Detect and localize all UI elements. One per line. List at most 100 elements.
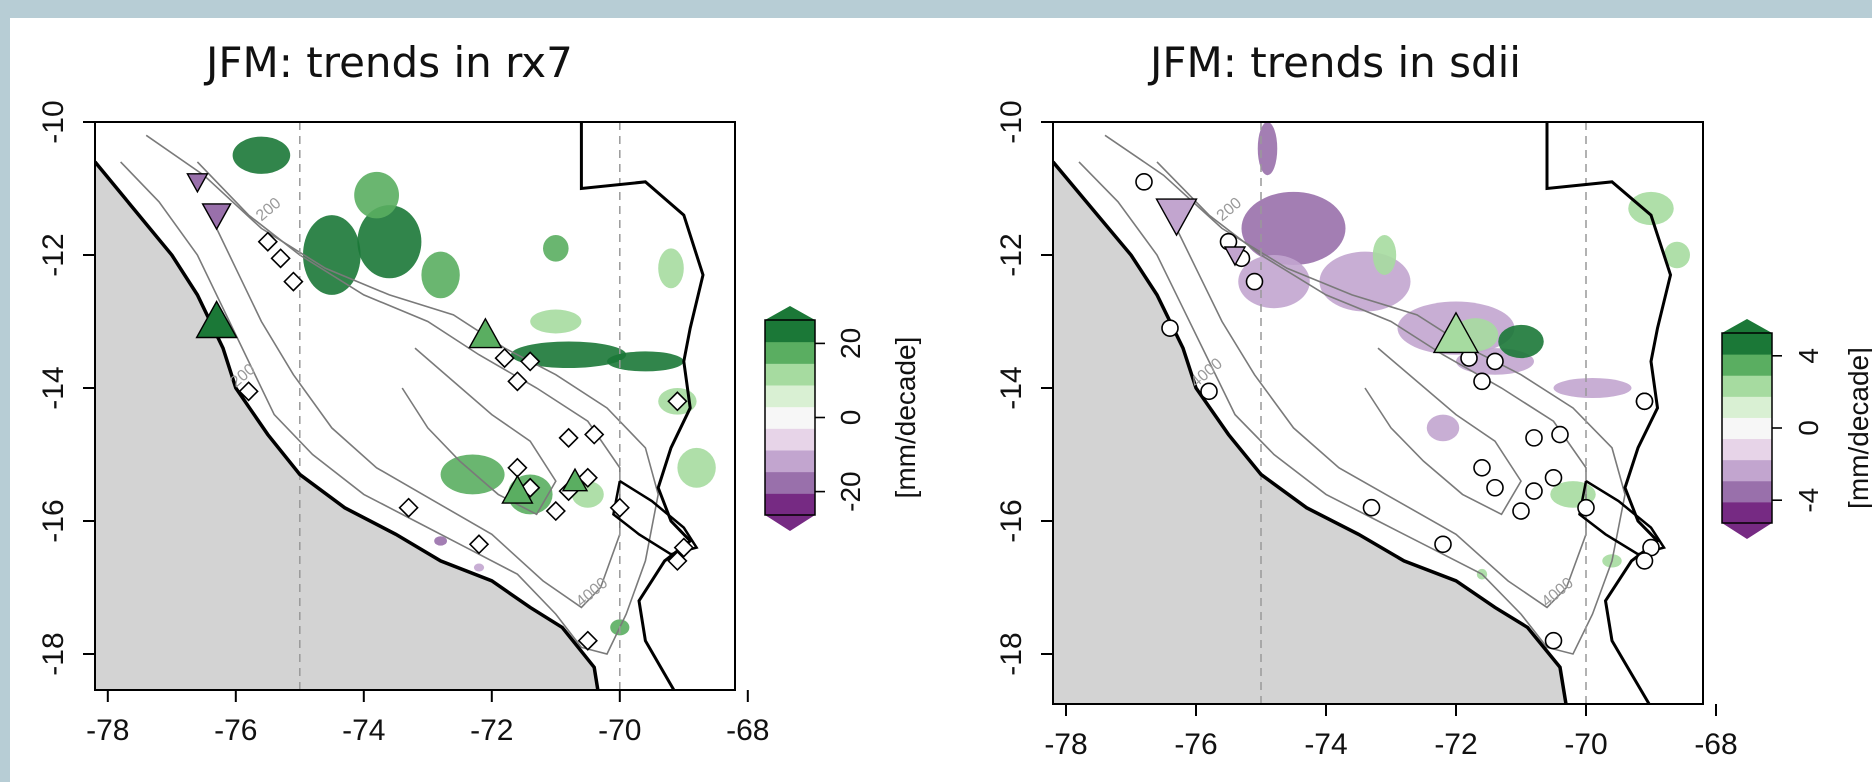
- elevation-contour: [1156, 161, 1587, 609]
- contour-label: 200: [253, 195, 284, 225]
- y-tick-label: -12: [995, 233, 1028, 276]
- colorbar: 20 0 -20 [mm/decade]: [764, 306, 921, 531]
- colorbar-unit-label: [mm/decade]: [1843, 347, 1872, 509]
- station-marker: [667, 391, 688, 412]
- colorbar-tick-label: 4: [1793, 348, 1824, 364]
- colorbar-segment: [1722, 375, 1772, 397]
- y-tick-label: -14: [995, 366, 1028, 409]
- significant-trend-marker: [195, 300, 238, 339]
- station-marker: [673, 537, 694, 558]
- colorbar-segment: [1722, 480, 1772, 503]
- x-tick-label: -68: [726, 714, 769, 747]
- coastline: [95, 160, 600, 690]
- trend-patch: [677, 447, 716, 488]
- station-marker: [1544, 631, 1563, 650]
- y-tick-label: -18: [37, 632, 70, 675]
- station-marker: [283, 271, 304, 292]
- station-marker: [238, 381, 259, 402]
- station-marker: [507, 457, 528, 478]
- y-tick-label: -10: [995, 100, 1028, 143]
- colorbar-segment: [765, 471, 815, 494]
- y-tick-label: -16: [995, 499, 1028, 542]
- station-marker: [584, 424, 605, 445]
- station-marker: [1512, 502, 1530, 520]
- station-marker: [1161, 319, 1179, 337]
- trend-patch: [1553, 378, 1632, 398]
- trend-patch: [1628, 191, 1674, 226]
- country-border: [1545, 122, 1673, 704]
- station-marker: [270, 248, 291, 269]
- x-tick-label: -68: [1694, 728, 1737, 761]
- station-marker: [1486, 352, 1504, 371]
- trend-patch: [1426, 414, 1460, 442]
- station-marker: [1434, 535, 1452, 554]
- contour-label: 4000: [1539, 575, 1577, 611]
- y-tick-label: -16: [37, 499, 70, 542]
- colorbar: 4 0 -4 [mm/decade]: [1721, 319, 1872, 539]
- colorbar-segment: [1722, 438, 1772, 461]
- ocean: [95, 161, 598, 690]
- colorbar-tick-label: -4: [1793, 488, 1824, 513]
- x-tick-label: -76: [214, 714, 257, 747]
- x-tick-label: -74: [1304, 728, 1347, 761]
- colorbar-segment: [1722, 459, 1772, 482]
- colorbar-segment: [1722, 333, 1772, 355]
- station-marker: [1200, 382, 1218, 401]
- trend-patch: [1664, 241, 1690, 269]
- elevation-contour: [196, 161, 621, 609]
- station-marker: [1473, 458, 1491, 477]
- trend-patch: [1498, 324, 1544, 359]
- station-marker: [507, 371, 528, 392]
- significant-trend-marker: [186, 173, 209, 194]
- colorbar-segment: [765, 406, 815, 429]
- station-marker: [468, 534, 490, 555]
- y-tick-label: -10: [37, 100, 70, 143]
- trend-patch: [357, 205, 422, 279]
- x-tick-label: -76: [1174, 728, 1217, 761]
- trend-patch: [1241, 191, 1346, 265]
- colorbar-segment: [765, 320, 815, 343]
- station-marker: [1635, 392, 1654, 411]
- trend-patch: [354, 171, 399, 219]
- x-tick-label: -78: [1044, 728, 1087, 761]
- y-tick-label: -18: [995, 632, 1028, 675]
- country-border: [579, 122, 705, 690]
- trend-patch: [473, 563, 485, 572]
- colorbar-tick-label: -20: [835, 471, 866, 511]
- station-marker: [1525, 482, 1543, 500]
- significant-trend-marker: [468, 317, 503, 349]
- station-marker: [1135, 173, 1153, 191]
- elevation-contour: [1078, 134, 1626, 655]
- contour-label: 200: [1214, 195, 1245, 225]
- colorbar-segment: [765, 428, 815, 451]
- station-marker: [1473, 372, 1491, 391]
- contour-label: 4000: [573, 575, 611, 611]
- x-tick-label: -72: [1434, 728, 1477, 761]
- station-marker: [1577, 498, 1595, 517]
- trend-patch: [232, 136, 291, 174]
- map-frame: [94, 121, 736, 691]
- map-frame: [1052, 121, 1704, 705]
- station-marker: [545, 500, 566, 522]
- trend-patch: [1257, 122, 1278, 176]
- station-marker: [577, 630, 598, 651]
- trend-patch: [607, 351, 684, 372]
- x-tick-label: -70: [598, 714, 641, 747]
- colorbar-tick-label: 0: [1793, 420, 1824, 436]
- station-marker: [1525, 429, 1543, 447]
- x-tick-label: -74: [342, 714, 385, 747]
- trend-patch: [543, 235, 569, 262]
- station-marker: [520, 351, 541, 372]
- colorbar-segment: [1722, 501, 1772, 524]
- significant-trend-marker: [1223, 246, 1247, 267]
- x-tick-label: -78: [86, 714, 129, 747]
- trend-patch: [1372, 235, 1397, 275]
- colorbar-segment: [765, 450, 815, 473]
- colorbar-bottom-arrow: [765, 515, 815, 531]
- y-tick-label: -12: [37, 233, 70, 276]
- significant-trend-marker: [561, 467, 589, 492]
- station-marker: [1635, 552, 1654, 570]
